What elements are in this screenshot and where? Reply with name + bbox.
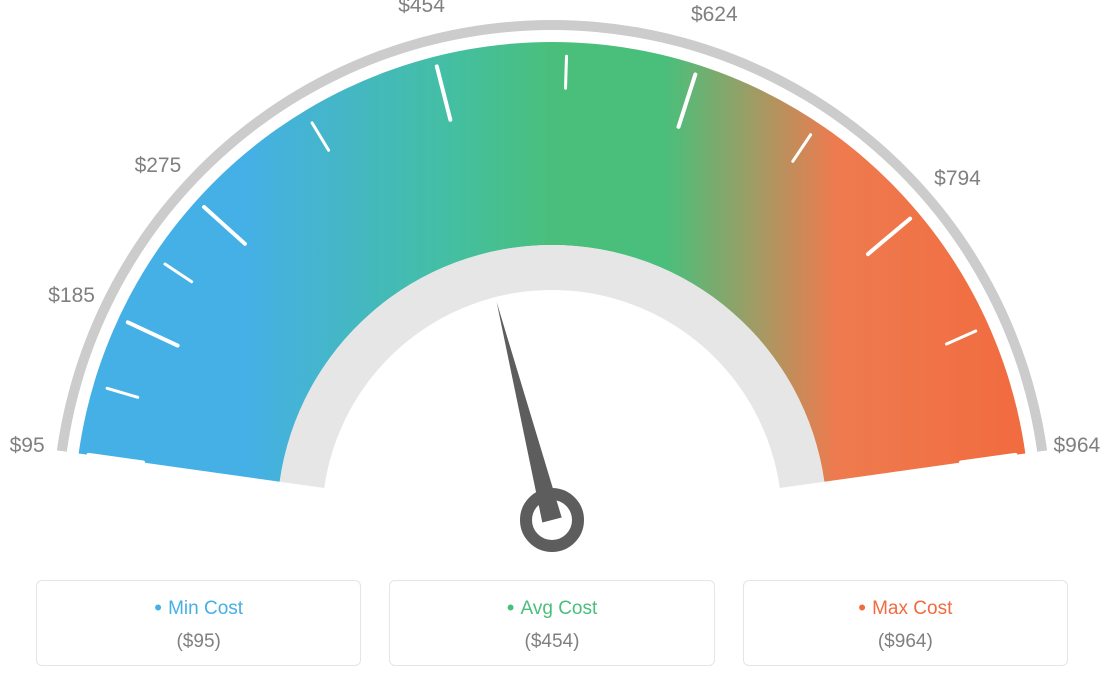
legend-avg: Avg Cost ($454) <box>389 580 714 666</box>
gauge-tick-label: $794 <box>934 167 981 191</box>
legend-max: Max Cost ($964) <box>743 580 1068 666</box>
gauge-chart: $95 $185 $275 $454 $624 $794 $964 <box>0 0 1104 560</box>
legend-min-value: ($95) <box>37 631 360 653</box>
legend-max-label: Max Cost <box>744 595 1067 621</box>
gauge-tick-label: $185 <box>48 284 95 308</box>
gauge-tick-label: $95 <box>10 434 45 458</box>
legend-avg-label: Avg Cost <box>390 595 713 621</box>
gauge-tick-label: $624 <box>691 3 738 27</box>
legend-max-value: ($964) <box>744 631 1067 653</box>
legend-min-label: Min Cost <box>37 595 360 621</box>
legend-min: Min Cost ($95) <box>36 580 361 666</box>
gauge-tick-label: $275 <box>135 154 182 178</box>
gauge-tick-label: $964 <box>1053 434 1100 458</box>
gauge-svg <box>0 0 1104 560</box>
legend-row: Min Cost ($95) Avg Cost ($454) Max Cost … <box>0 580 1104 666</box>
gauge-tick-label: $454 <box>398 0 445 18</box>
legend-avg-value: ($454) <box>390 631 713 653</box>
